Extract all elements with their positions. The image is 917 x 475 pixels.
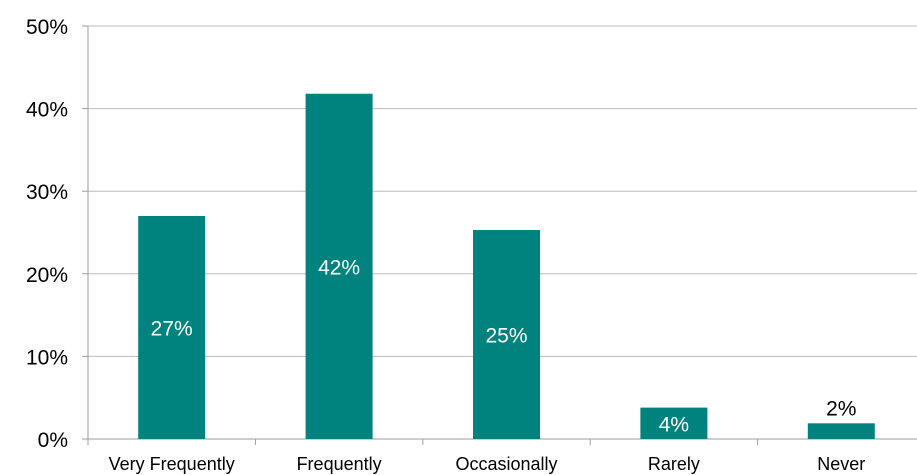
bar-frequently xyxy=(305,93,373,440)
x-tick-label: Never xyxy=(817,454,865,474)
data-label: 27% xyxy=(151,317,193,340)
data-label: 2% xyxy=(826,397,856,420)
y-tick-label: 40% xyxy=(26,99,68,122)
bar-rarely xyxy=(640,407,708,439)
y-tick-label: 20% xyxy=(26,264,68,287)
data-label: 4% xyxy=(659,413,689,436)
x-tick-label: Very Frequently xyxy=(109,454,235,474)
bar-occasionally xyxy=(473,230,540,439)
tick-labels: 0% 10% 20% 30% 40% 50% Very Frequently Frequent… xyxy=(26,16,865,474)
y-tick-label: 50% xyxy=(26,16,68,39)
data-label: 25% xyxy=(485,325,527,348)
bar-very-frequently xyxy=(138,215,206,439)
bar-never xyxy=(807,423,875,439)
data-label: 42% xyxy=(318,256,360,279)
x-tick-label: Frequently xyxy=(297,454,382,474)
x-tick-label: Rarely xyxy=(648,454,700,474)
y-tick-label: 30% xyxy=(26,181,68,204)
data-labels: 27% 42% 25% 4% 2% xyxy=(151,256,857,436)
y-tick-label: 0% xyxy=(38,429,68,452)
bars xyxy=(138,93,875,440)
x-tick-label: Occasionally xyxy=(455,454,557,474)
grid-lines xyxy=(88,25,917,357)
y-tick-label: 10% xyxy=(26,346,68,369)
